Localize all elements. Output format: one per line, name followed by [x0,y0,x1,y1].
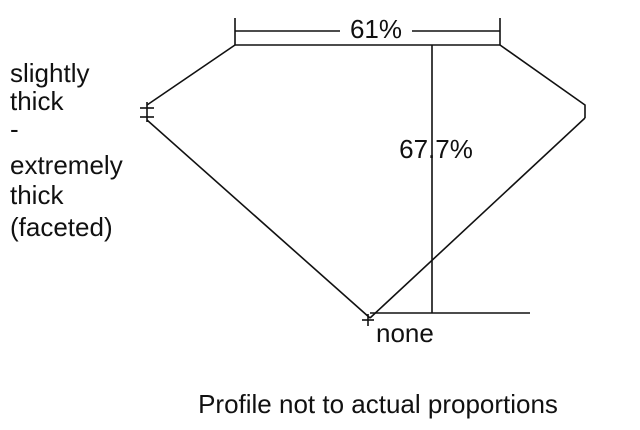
girdle-label-line: - [10,114,19,144]
crown-right [499,44,586,118]
caption: Profile not to actual proportions [198,389,558,419]
depth-label: 67.7% [399,134,473,164]
culet-label: none [376,318,434,348]
girdle-label-line: extremely [10,150,123,180]
girdle-label-line: thick [10,180,64,210]
crown-left [146,44,236,106]
pavilion-left [146,119,371,319]
girdle-label-line: thick [10,86,64,116]
table-label: 61% [350,14,402,44]
pavilion-right [369,117,586,319]
girdle-label-line: slightly [10,58,89,88]
girdle-label-line: (faceted) [10,212,113,242]
